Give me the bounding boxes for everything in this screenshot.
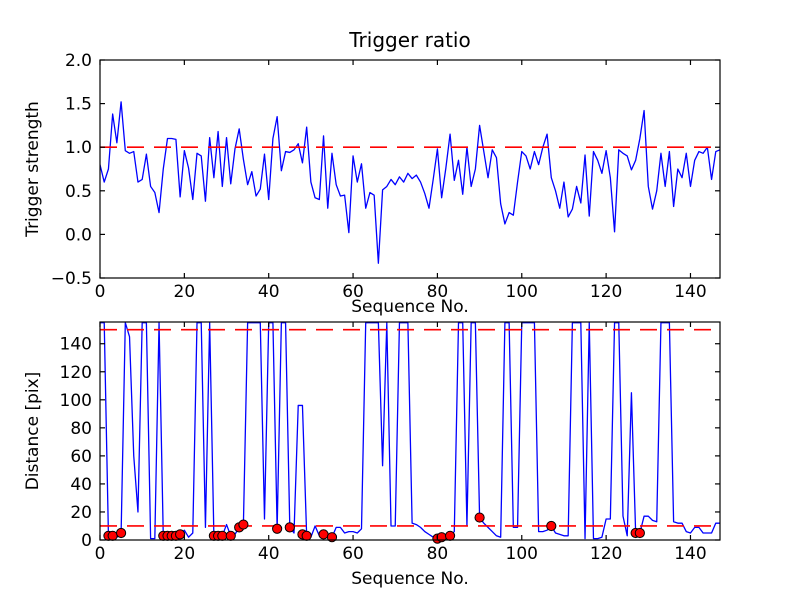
x-tick-label: 60 bbox=[342, 544, 364, 564]
chart-title: Trigger ratio bbox=[348, 28, 470, 52]
event-marker bbox=[175, 529, 186, 540]
event-marker bbox=[238, 519, 249, 530]
x-tick-label: 100 bbox=[506, 544, 538, 564]
y-tick-label: 1.5 bbox=[65, 95, 92, 115]
event-marker bbox=[474, 512, 485, 523]
y-tick-label: 0.5 bbox=[65, 182, 92, 202]
x-tick-label: 140 bbox=[674, 544, 706, 564]
event-marker bbox=[634, 527, 645, 539]
y-tick-label: 120 bbox=[60, 363, 92, 383]
y-tick-label: 1.0 bbox=[65, 138, 92, 158]
event-marker bbox=[115, 527, 127, 539]
y-tick-label: 40 bbox=[70, 475, 92, 495]
event-marker bbox=[444, 530, 456, 541]
axes-frame bbox=[99, 321, 721, 541]
x-tick-label: 20 bbox=[174, 544, 196, 564]
y-tick-label: 100 bbox=[60, 391, 92, 411]
top-axes: 0 20 40 60 80 100 120 140 −0.5 0.0 0.5 1.0 1.5 2.0 bbox=[51, 51, 721, 302]
x-tick-label: 120 bbox=[590, 544, 622, 564]
axes-frame bbox=[99, 59, 721, 279]
y-tick-label: 60 bbox=[70, 447, 92, 467]
x-tick-label: 0 bbox=[95, 544, 106, 564]
data-line bbox=[100, 101, 720, 264]
event-marker bbox=[301, 530, 312, 541]
x-tick-label: 80 bbox=[427, 282, 449, 302]
bottom-xaxis-label: Sequence No. bbox=[351, 569, 468, 589]
x-tick-label: 60 bbox=[342, 282, 364, 302]
event-marker bbox=[225, 530, 236, 541]
event-marker bbox=[284, 522, 295, 533]
event-marker bbox=[272, 523, 283, 534]
event-marker bbox=[217, 530, 228, 541]
event-marker bbox=[318, 529, 329, 540]
bottom-axes: 0 20 40 60 80 100 120 140 0 20 40 60 80 100 120 140 bbox=[60, 321, 721, 564]
x-tick-label: 20 bbox=[174, 282, 196, 302]
y-tick-label: 140 bbox=[60, 335, 92, 355]
y-tick-label: 2.0 bbox=[65, 51, 92, 71]
x-tick-label: 120 bbox=[590, 282, 622, 302]
y-tick-label: 0 bbox=[81, 531, 92, 551]
top-xaxis-label: Sequence No. bbox=[351, 297, 468, 317]
y-tick-label: 0.0 bbox=[65, 225, 92, 245]
data-line bbox=[100, 322, 720, 540]
x-tick-label: 40 bbox=[258, 282, 280, 302]
bottom-yaxis-label: Distance [pix] bbox=[23, 372, 43, 491]
x-tick-label: 140 bbox=[674, 282, 706, 302]
x-tick-label: 100 bbox=[506, 282, 538, 302]
event-marker bbox=[107, 530, 118, 541]
y-tick-label: 20 bbox=[70, 503, 92, 523]
top-yaxis-label: Trigger strength bbox=[23, 101, 43, 238]
y-tick-label: 80 bbox=[70, 419, 92, 439]
y-tick-label: −0.5 bbox=[51, 269, 92, 289]
event-marker bbox=[546, 520, 557, 532]
x-tick-label: 0 bbox=[95, 282, 106, 302]
x-tick-label: 80 bbox=[427, 544, 449, 564]
x-tick-label: 40 bbox=[258, 544, 280, 564]
